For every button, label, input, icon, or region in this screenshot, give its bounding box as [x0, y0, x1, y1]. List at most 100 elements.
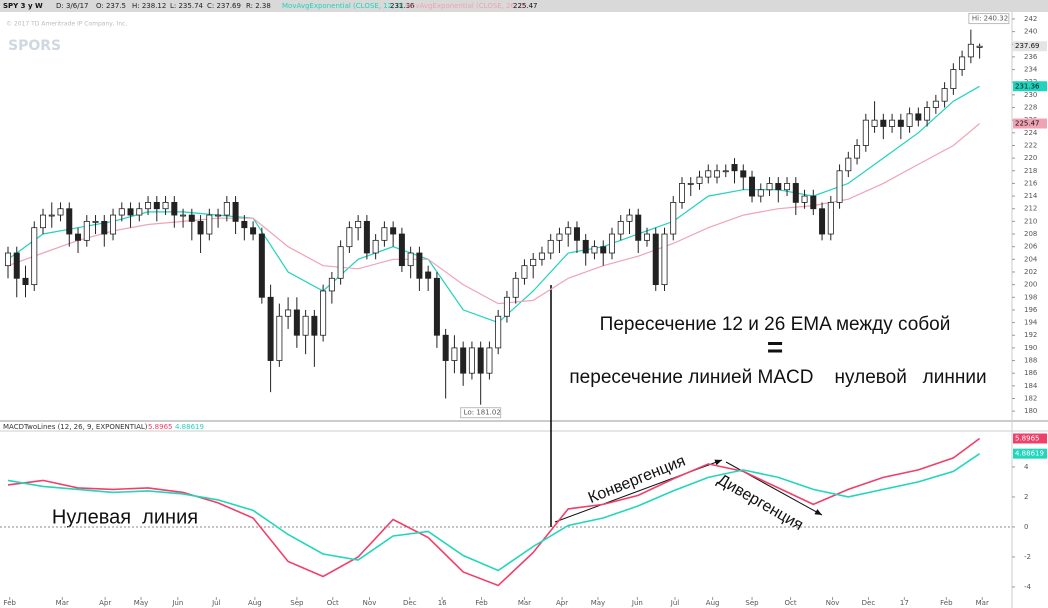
candle-body [83, 220, 90, 241]
x-tick-label: Oct [784, 599, 796, 607]
annotation: = [767, 331, 783, 362]
candle-body [547, 239, 554, 254]
candle-body [22, 277, 29, 286]
y-tick-label: -2 [1024, 553, 1031, 561]
candle-body [337, 246, 344, 279]
candle-body [495, 315, 502, 349]
x-tick-label: Feb [940, 599, 953, 607]
candle-body [906, 113, 913, 127]
candle-body [241, 220, 248, 229]
header-item: L: 235.74 [170, 2, 204, 10]
series-line [7, 85, 980, 324]
candle-body [57, 208, 64, 216]
study-value: 5.8965 [148, 423, 173, 431]
candle-body [801, 195, 808, 203]
x-tick-label: May [591, 599, 605, 607]
candle-body [127, 208, 134, 216]
candle-body [346, 227, 353, 248]
candle-body [31, 227, 38, 286]
y-tick-label: 4 [1024, 463, 1029, 471]
y-tick-label: 2 [1024, 493, 1028, 501]
candle-body [5, 252, 12, 267]
candle-body [687, 183, 694, 185]
candle-body [512, 277, 519, 298]
x-tick-label: Mar [976, 599, 989, 607]
candle-body [643, 233, 650, 241]
x-tick-label: Apr [556, 599, 568, 607]
y-tick-label: 242 [1024, 15, 1037, 23]
y-tick-label: 188 [1024, 357, 1037, 365]
high-label: Hi: 240.32 [972, 15, 1008, 23]
candle-body [740, 170, 747, 178]
x-tick-label: Oct [327, 599, 339, 607]
y-tick-label: 196 [1024, 306, 1038, 314]
x-tick-label: Apr [99, 599, 111, 607]
candle-body [827, 201, 834, 235]
study-value: 4.88619 [175, 423, 204, 431]
price-tag: 237.69 [1015, 42, 1040, 50]
annotation: Пересечение 12 и 26 EMA между собой [600, 314, 951, 335]
candle-body [749, 176, 756, 197]
candle-body [355, 220, 362, 229]
x-tick-label: Mar [518, 599, 531, 607]
candle-body [941, 88, 948, 102]
x-tick-label: Nov [826, 599, 840, 607]
low-label: Lo: 181.02 [464, 409, 501, 417]
study-name: MovAvgExponential (CLOSE, 26, 0) [405, 2, 527, 10]
candle-body [810, 195, 817, 210]
candle-body [451, 347, 458, 361]
x-tick-label: Jun [631, 599, 643, 607]
y-tick-label: -4 [1024, 583, 1032, 591]
y-tick-label: 220 [1024, 154, 1037, 162]
candle-body [836, 170, 843, 203]
y-tick-label: 214 [1024, 192, 1038, 200]
candle-body [171, 201, 178, 216]
x-tick-label: Jul [670, 599, 680, 607]
candle-body [608, 233, 615, 254]
y-tick-label: 184 [1024, 382, 1038, 390]
series-line [7, 453, 981, 572]
x-tick-label: Jul [211, 599, 221, 607]
candle-body [197, 220, 204, 235]
candle-body [757, 189, 764, 197]
y-tick-label: 204 [1024, 255, 1038, 263]
candle-body [722, 170, 729, 173]
candle-body [13, 252, 20, 279]
candle-body [328, 277, 335, 292]
candle-body [932, 100, 939, 108]
candle-body [477, 347, 484, 374]
y-tick-label: 218 [1024, 167, 1037, 175]
candle-body [206, 214, 213, 235]
candle-body [180, 214, 187, 217]
candle-body [792, 183, 799, 203]
header-item: R: 2.38 [246, 2, 271, 10]
candle-body [407, 252, 414, 267]
candle-body [276, 315, 283, 361]
study-value: 225.47 [513, 2, 538, 10]
candle-body [582, 239, 589, 254]
candle-body [390, 227, 397, 235]
candle-body [670, 201, 677, 235]
x-tick-label: Aug [706, 599, 720, 607]
candle-body [871, 119, 878, 127]
candle-body [635, 214, 642, 241]
candle-body [468, 347, 475, 374]
study-tag-bg [1013, 433, 1047, 444]
x-tick-label: Nov [363, 599, 377, 607]
series-line [7, 437, 981, 587]
x-tick-label: May [134, 599, 148, 607]
x-tick-label: Sep [290, 599, 304, 607]
y-tick-label: 202 [1024, 268, 1037, 276]
x-tick-label: Dec [403, 599, 417, 607]
candle-body [75, 233, 82, 241]
study-tag: 4.88619 [1015, 450, 1044, 458]
header-item: O: 237.5 [96, 2, 126, 10]
y-tick-label: 198 [1024, 293, 1037, 301]
study-tag-bg [1013, 81, 1047, 92]
y-tick-label: 216 [1024, 179, 1038, 187]
y-tick-label: 222 [1024, 141, 1037, 149]
low-label-box [460, 407, 502, 419]
candle-body [862, 119, 869, 146]
candle-body [915, 113, 922, 121]
y-tick-label: 180 [1024, 407, 1037, 415]
